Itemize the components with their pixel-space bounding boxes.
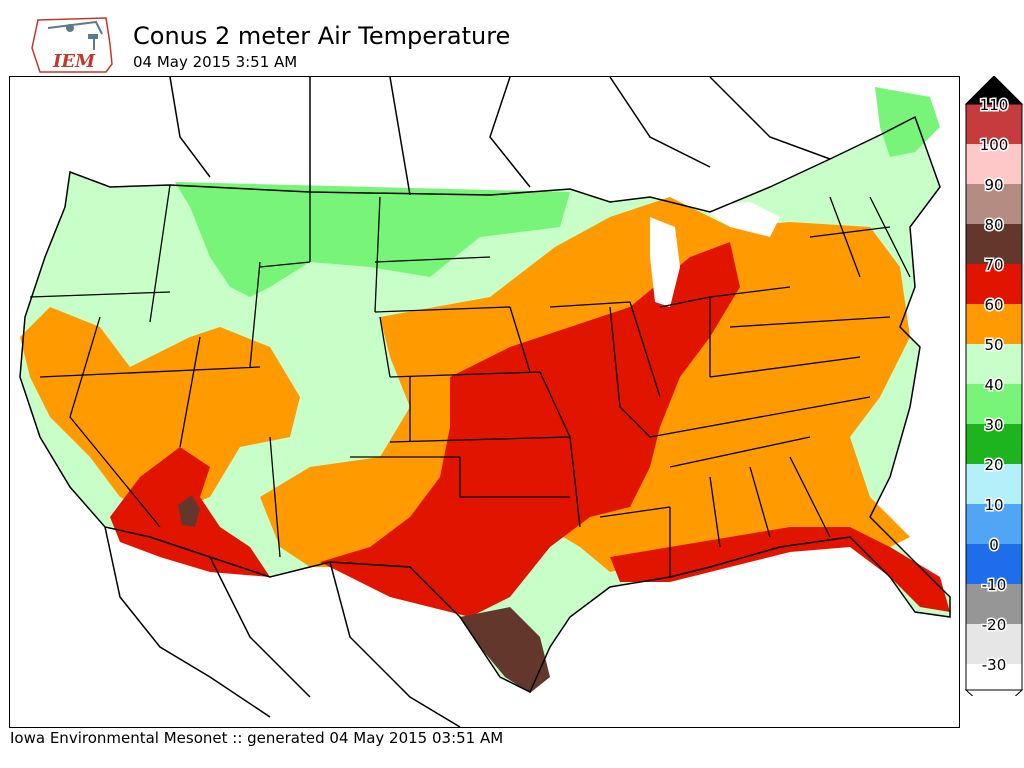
map-region-lakes: [585, 175, 780, 307]
colorbar-label: -20: [982, 616, 1007, 634]
colorbar-arrow-bottom: [964, 689, 1024, 717]
map-conus-outline: [19, 115, 951, 694]
colorbar-label: -10: [982, 576, 1007, 594]
colorbar-swatch: [966, 304, 1022, 344]
logo-text: IEM: [52, 51, 96, 72]
colorbar-swatch: [966, 624, 1022, 664]
colorbar-label: 70: [984, 256, 1003, 274]
colorbar-swatch: [966, 184, 1022, 224]
colorbar-label: 90: [984, 176, 1003, 194]
map-region-brown-texas: [460, 607, 550, 693]
colorbar-swatch: [966, 144, 1022, 184]
colorbar-swatch: [966, 264, 1022, 304]
colorbar-swatch: [966, 544, 1022, 584]
colorbar-label: -30: [982, 656, 1007, 674]
colorbar-label: 100: [980, 136, 1009, 154]
colorbar-swatch: [966, 584, 1022, 624]
temperature-colorbar: 110 100 90 80 70 60 50 40 30 20 10 0 -10 -20 -30: [964, 75, 1024, 717]
map-region-red-southeast: [610, 527, 950, 612]
colorbar-outline: [965, 103, 1023, 691]
colorbar-label: 30: [984, 416, 1003, 434]
colorbar-swatch: [966, 424, 1022, 464]
map-state-borders: [29, 184, 911, 577]
iem-logo: IEM: [28, 14, 120, 76]
page-title: Conus 2 meter Air Temperature: [133, 22, 511, 50]
map-region-green: [175, 182, 570, 297]
colorbar-label: 80: [984, 216, 1003, 234]
colorbar-swatch: [966, 224, 1022, 264]
colorbar-swatch: [966, 464, 1022, 504]
colorbar-label: 40: [984, 376, 1003, 394]
colorbar-label: 20: [984, 456, 1003, 474]
colorbar-swatch: [966, 104, 1022, 144]
colorbar-label: 0: [989, 536, 999, 554]
colorbar-swatch: [966, 344, 1022, 384]
map-canvas: [19, 77, 951, 727]
footer-credit: Iowa Environmental Mesonet :: generated …: [10, 729, 504, 747]
temperature-map: [9, 76, 960, 728]
colorbar-label: 50: [984, 336, 1003, 354]
page-subtitle: 04 May 2015 3:51 AM: [133, 53, 298, 71]
colorbar-label: 110: [980, 96, 1009, 114]
colorbar-label: 60: [984, 296, 1003, 314]
map-region-red-central: [320, 242, 740, 617]
map-region-orange-west: [20, 307, 300, 517]
colorbar-swatch: [966, 384, 1022, 424]
map-region-brown-arizona: [178, 495, 200, 527]
map-neighbor-borders: [104, 77, 831, 727]
colorbar-swatch: [966, 504, 1022, 544]
colorbar-label: 10: [984, 496, 1003, 514]
